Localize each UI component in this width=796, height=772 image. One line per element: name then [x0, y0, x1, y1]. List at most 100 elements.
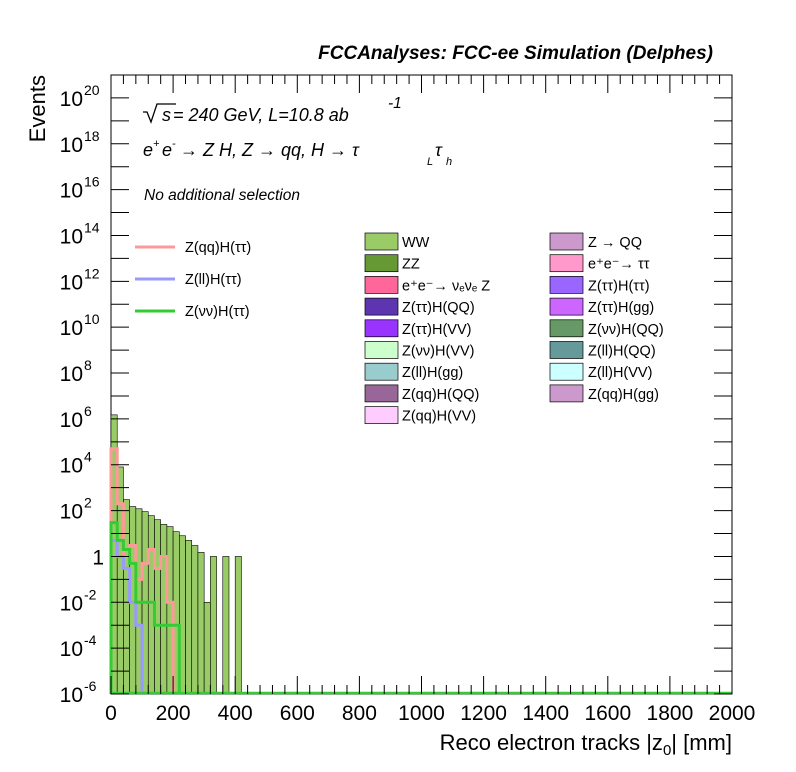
- legend-swatch: [364, 384, 399, 403]
- x-tick-label: 1600: [584, 702, 631, 725]
- annotation-process: e + e - → Z H, Z → qq, H → τ L τ h: [143, 138, 452, 168]
- x-tick-label: 600: [280, 702, 315, 725]
- x-tick-label: 2000: [709, 702, 756, 725]
- y-tick-exponent: 14: [84, 219, 100, 235]
- process-sub-h: h: [446, 156, 452, 168]
- bar-WW: [234, 556, 242, 695]
- lumi-exponent: -1: [388, 95, 402, 112]
- x-tick-label: 1200: [460, 702, 507, 725]
- legend-swatch: [549, 384, 584, 403]
- y-tick-exponent: 12: [84, 265, 100, 281]
- legend-label: e⁺e⁻→ νₑνₑ Z: [402, 278, 490, 294]
- y-tick-exponent: -6: [84, 678, 97, 694]
- annotation-energy: s = 240 GeV, L=10.8 ab -1: [143, 95, 402, 125]
- bar-WW: [203, 601, 211, 695]
- legend-swatch: [364, 254, 399, 273]
- legend-line-label: Z(ll)H(ττ): [185, 272, 242, 288]
- y-tick-exponent: 2: [84, 495, 92, 511]
- legend-swatch: [549, 232, 584, 251]
- legend-swatch: [549, 297, 584, 316]
- legend: Z(qq)H(ττ) Z(ll)H(ττ) Z(νν)H(ττ) WW ZZ e⁺e⁻→ …: [135, 232, 664, 425]
- x-tick-label: 400: [218, 702, 253, 725]
- y-axis-label: Events: [25, 75, 50, 142]
- process-e-plus: e: [143, 140, 153, 160]
- process-e-plus-sup: +: [153, 138, 160, 150]
- legend-label: Z(ττ)H(gg): [588, 300, 654, 316]
- chart-title: FCCAnalyses: FCC-ee Simulation (Delphes): [318, 43, 713, 64]
- y-tick-label: 10: [60, 317, 83, 340]
- y-tick-exponent: 18: [84, 128, 100, 144]
- selection-label: No additional selection: [144, 187, 300, 204]
- y-tick-label: 1: [92, 546, 104, 569]
- energy-lumi-text: = 240 GeV, L=10.8 ab: [173, 105, 349, 125]
- legend-swatch: [364, 406, 399, 424]
- legend-label: ZZ: [402, 257, 420, 273]
- y-tick-exponent: 4: [84, 449, 92, 465]
- process-e-minus: e: [162, 140, 172, 160]
- legend-label: Z → QQ: [588, 235, 642, 251]
- bar-WW: [222, 556, 230, 695]
- process-sub-L: L: [427, 156, 433, 168]
- line-Z(νν)H(ττ): [109, 521, 181, 694]
- bar-WW: [210, 556, 217, 695]
- process-e-minus-sup: -: [172, 138, 176, 150]
- process-chain: → Z H, Z → qq, H → τ: [180, 140, 360, 160]
- legend-swatch: [549, 254, 584, 273]
- legend-label: Z(νν)H(QQ): [588, 322, 664, 338]
- legend-swatch: [364, 232, 399, 251]
- y-tick-label: 10: [60, 501, 83, 524]
- legend-label: WW: [402, 235, 430, 251]
- y-tick-label: 10: [60, 88, 83, 111]
- x-tick-label: 1400: [522, 702, 569, 725]
- legend-swatch: [364, 297, 399, 316]
- bar-WW: [160, 524, 168, 695]
- x-tick-label: 200: [156, 702, 191, 725]
- legend-line-label: Z(νν)H(ττ): [185, 304, 250, 320]
- y-tick-exponent: 10: [84, 311, 100, 327]
- legend-label: Z(ττ)H(VV): [402, 322, 471, 338]
- x-tick-label: 0: [105, 702, 117, 725]
- y-tick-label: 10: [60, 180, 83, 203]
- bar-WW: [191, 545, 199, 695]
- x-tick-label: 800: [342, 702, 377, 725]
- line-Z(qq)H(ττ): [109, 447, 175, 694]
- legend-line-label: Z(qq)H(ττ): [185, 240, 251, 256]
- y-tick-label: 10: [60, 363, 83, 386]
- y-tick-label: 10: [60, 592, 83, 615]
- legend-swatch: [549, 341, 584, 359]
- legend-label: Z(ττ)H(ττ): [588, 278, 650, 294]
- legend-label: Z(qq)H(VV): [402, 409, 476, 425]
- legend-label: Z(ll)H(gg): [402, 365, 463, 381]
- y-tick-label: 10: [60, 409, 83, 432]
- legend-swatch: [364, 276, 399, 294]
- y-tick-exponent: 6: [84, 403, 92, 419]
- y-tick-exponent: -4: [84, 632, 97, 648]
- legend-swatch: [549, 319, 584, 338]
- y-tick-exponent: 16: [84, 174, 100, 190]
- legend-label: Z(ll)H(QQ): [588, 344, 656, 360]
- legend-label: Z(νν)H(VV): [402, 344, 475, 360]
- sqrt-sign-icon: [143, 103, 176, 124]
- y-tick-exponent: -2: [84, 586, 97, 602]
- legend-label: Z(qq)H(gg): [588, 387, 659, 403]
- y-tick-label: 10: [60, 225, 83, 248]
- legend-swatch: [364, 341, 399, 359]
- y-tick-exponent: 20: [84, 82, 100, 98]
- y-tick-label: 10: [60, 271, 83, 294]
- legend-swatch: [364, 319, 399, 338]
- process-tau-h: τ: [435, 140, 443, 160]
- sqrt-s-symbol: s: [162, 105, 171, 125]
- legend-swatch: [549, 362, 584, 381]
- y-tick-exponent: 8: [84, 357, 92, 373]
- legend-swatch: [549, 276, 584, 294]
- y-tick-label: 10: [60, 638, 83, 661]
- legend-label: e⁺e⁻→ ττ: [588, 257, 650, 273]
- legend-label: Z(ττ)H(QQ): [402, 300, 475, 316]
- x-axis-label: Reco electron tracks |z0| [mm]: [440, 730, 732, 759]
- legend-swatch: [364, 362, 399, 381]
- y-tick-label: 10: [60, 455, 83, 478]
- bar-WW: [185, 540, 193, 695]
- y-tick-label: 10: [60, 134, 83, 157]
- x-tick-label: 1800: [647, 702, 694, 725]
